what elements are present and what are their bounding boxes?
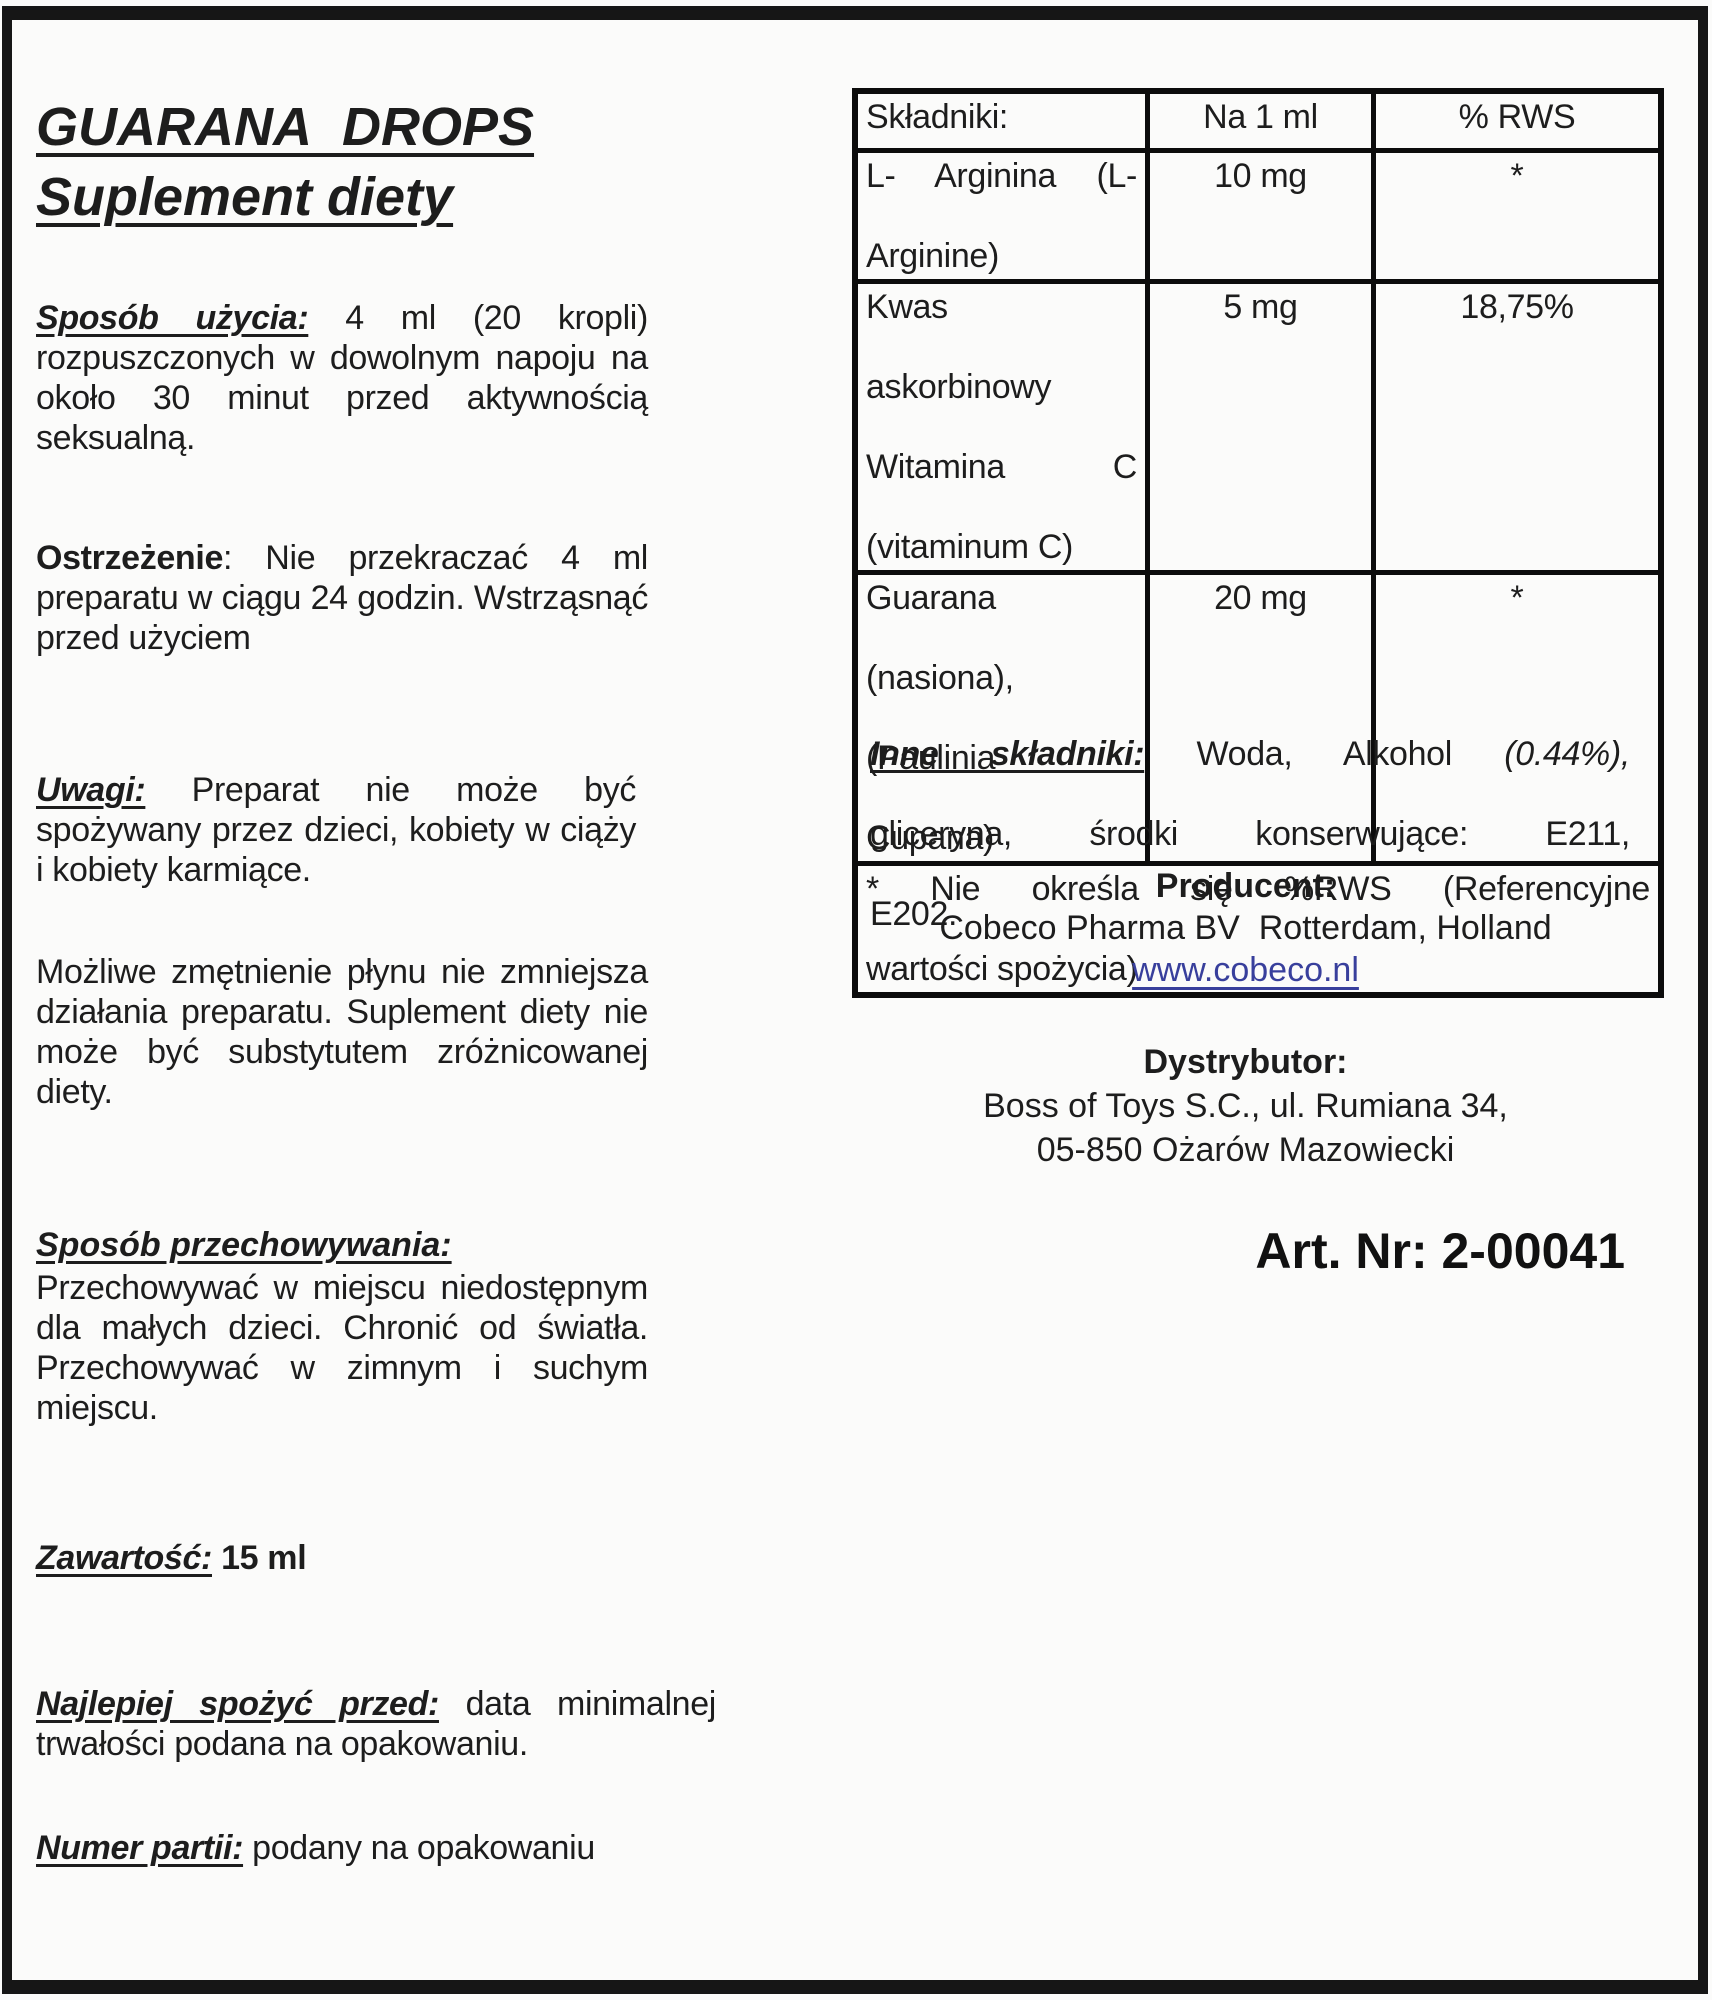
batch-heading: Numer partii:: [36, 1829, 244, 1867]
producer-website: www.cobeco.nl: [852, 950, 1639, 990]
product-title-line2: Suplement diety: [36, 167, 454, 227]
rws-cell: *: [1371, 148, 1664, 284]
storage-text: Przechowywać w miejscu niedostępnym dla …: [36, 1269, 648, 1427]
cloudiness-text: Możliwe zmętnienie płynu nie zmniejsza d…: [36, 953, 648, 1111]
rws-cell: *: [1371, 570, 1664, 866]
amount-cell: 10 mg: [1145, 148, 1376, 284]
other-ingredients-heading: Inne składniki:: [870, 735, 1145, 773]
distributor-address-line2: 05-850 Ożarów Mazowiecki: [1036, 1131, 1455, 1169]
warning-heading: Ostrzeżenie: [36, 539, 224, 577]
footnote-cell: * Nie określa się %RWS (Referencyjne wart…: [852, 861, 1664, 998]
ingredient-cell: Kwas askorbinowy Witamina C (vitaminum C): [852, 279, 1150, 575]
volume-heading: Zawartość:: [36, 1539, 212, 1577]
usage-text: 4 ml (20 kropli) rozpuszczonych w dowoln…: [36, 299, 648, 457]
batch-text: podany na opakowaniu: [243, 1829, 595, 1867]
producer-website-link[interactable]: www.cobeco.nl: [1132, 951, 1359, 989]
table-cell-line: (nasiona),: [866, 659, 1014, 697]
table-cell-line: wartości spożycia): [866, 950, 1138, 988]
table-row: Guarana (nasiona), (Paulinia Cupana) 20 mg …: [852, 570, 1664, 866]
table-cell-line: Kwas: [866, 288, 948, 326]
table-cell-line: L- Arginina (L-: [866, 157, 1137, 195]
distributor-heading: Dystrybutor:: [1143, 1043, 1348, 1081]
other-ingredients-line1: Inne składniki: Woda, Alkohol (0.44%),: [870, 735, 1630, 773]
volume-value: 15 ml: [212, 1539, 307, 1577]
warning-paragraph: Ostrzeżenie: Nie przekraczać 4 ml prepar…: [36, 538, 648, 658]
usage-paragraph: Sposób użycia: 4 ml (20 kropli) rozpuszc…: [36, 298, 648, 458]
article-number: Art. Nr: 2-00041: [1255, 1223, 1625, 1279]
usage-heading: Sposób użycia:: [36, 299, 309, 337]
producer-heading: Producent:: [1155, 867, 1336, 905]
other-ingredients-paragraph: Inne składniki: Woda, Alkohol (0.44%), g…: [870, 734, 1630, 934]
ingredients-table: Składniki: Na 1 ml % RWS L- Arginina (L-…: [852, 88, 1664, 998]
table-row: Kwas askorbinowy Witamina C (vitaminum C) 5…: [852, 279, 1664, 575]
table-cell-line: Arginine): [866, 237, 999, 275]
notes-text: Preparat nie może być spożywany przez dz…: [36, 771, 636, 889]
distributor-address-line1: Boss of Toys S.C., ul. Rumiana 34,: [983, 1087, 1508, 1125]
notes-paragraph: Uwagi: Preparat nie może być spożywany p…: [36, 770, 636, 890]
table-cell-line: (vitaminum C): [866, 528, 1074, 566]
storage-heading: Sposób przechowywania:: [36, 1226, 452, 1264]
table-row: L- Arginina (L- Arginine) 10 mg *: [852, 148, 1664, 284]
producer-name: Cobeco Pharma BV Rotterdam, Holland: [939, 909, 1552, 947]
table-footnote-row: * Nie określa się %RWS (Referencyjne wart…: [852, 861, 1664, 998]
other-ingredients-line3: E202.: [870, 895, 958, 933]
volume-paragraph: Zawartość: 15 ml: [36, 1538, 648, 1578]
table-cell-line: * Nie określa się %RWS (Referencyjne: [866, 870, 1650, 908]
cloudiness-paragraph: Możliwe zmętnienie płynu nie zmniejsza d…: [36, 952, 648, 1112]
rws-cell: 18,75%: [1371, 279, 1664, 575]
notes-heading: Uwagi:: [36, 771, 146, 809]
header-rws: % RWS: [1371, 88, 1664, 153]
table-cell-line: (Paulinia: [866, 739, 996, 777]
ingredient-cell: Guarana (nasiona), (Paulinia Cupana): [852, 570, 1150, 866]
amount-cell: 5 mg: [1145, 279, 1376, 575]
product-title-line1: GUARANA DROPS: [36, 97, 535, 157]
product-title: GUARANA DROPS Suplement diety: [36, 92, 648, 232]
header-per-ml: Na 1 ml: [1145, 88, 1376, 153]
header-ingredients: Składniki:: [852, 88, 1150, 153]
warning-text: : Nie przekraczać 4 ml preparatu w ciągu…: [36, 539, 648, 657]
best-before-heading: Najlepiej spożyć przed:: [36, 1685, 439, 1723]
batch-paragraph: Numer partii: podany na opakowaniu: [36, 1828, 716, 1868]
ingredient-cell: L- Arginina (L- Arginine): [852, 148, 1150, 284]
table-header-row: Składniki: Na 1 ml % RWS: [852, 88, 1664, 153]
storage-paragraph: Przechowywać w miejscu niedostępnym dla …: [36, 1268, 648, 1428]
other-ingredients-line2: gliceryna, środki konserwujące: E211,: [870, 815, 1630, 853]
table-cell-line: Guarana: [866, 579, 996, 617]
table-cell-line: askorbinowy: [866, 368, 1052, 406]
table-cell-line: Cupana): [866, 819, 994, 857]
amount-cell: 20 mg: [1145, 570, 1376, 866]
table-cell-line: Witamina C: [866, 448, 1137, 486]
best-before-paragraph: Najlepiej spożyć przed: data minimalnej …: [36, 1684, 716, 1764]
best-before-text: data minimalnej trwałości podana na opak…: [36, 1685, 716, 1763]
alcohol-percentage: (0.44%),: [1504, 735, 1630, 773]
